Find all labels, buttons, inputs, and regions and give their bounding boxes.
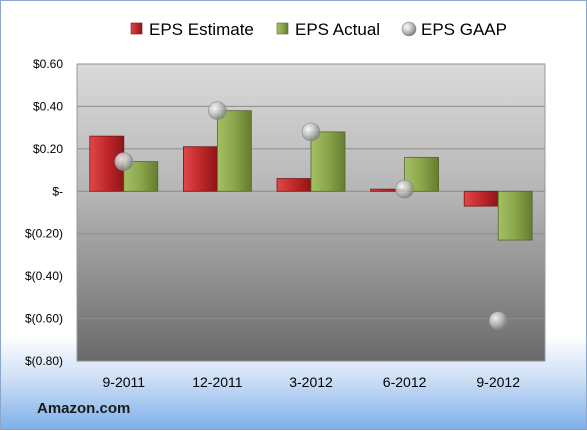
legend-label: EPS Estimate: [149, 20, 254, 39]
actual-bar: [123, 161, 159, 192]
gaap-marker: [395, 179, 414, 199]
x-tick-label: 3-2012: [289, 374, 333, 390]
y-tick-label: $0.60: [33, 57, 63, 71]
x-tick-label: 12-2011: [192, 374, 243, 390]
legend-swatch-estimate: [130, 22, 143, 35]
y-tick-label: $(0.80): [25, 354, 63, 368]
gaap-marker: [114, 152, 134, 171]
estimate-bar: [182, 146, 218, 192]
estimate-bar: [276, 178, 312, 192]
actual-bar: [497, 190, 533, 241]
y-tick-label: $-: [52, 184, 63, 198]
plot-area: [76, 63, 546, 362]
y-tick-label: $(0.40): [25, 269, 63, 283]
gaap-marker: [488, 311, 508, 330]
y-tick-label: $0.20: [33, 142, 63, 156]
legend-swatch-gaap: [401, 21, 417, 37]
estimate-bar: [463, 190, 499, 207]
legend-swatch-actual: [276, 22, 289, 35]
gaap-marker: [208, 101, 227, 120]
x-tick-label: 6-2012: [383, 374, 427, 390]
source-label: Amazon.com: [37, 400, 131, 417]
y-tick-label: $0.40: [33, 99, 63, 113]
y-tick-label: $(0.60): [25, 312, 63, 326]
actual-bar: [216, 110, 252, 192]
legend-label: EPS Actual: [295, 20, 380, 39]
gaap-marker: [301, 122, 321, 142]
actual-bar: [310, 131, 346, 192]
x-tick-label: 9-2012: [476, 374, 520, 390]
y-tick-label: $(0.20): [25, 227, 63, 241]
x-tick-label: 9-2011: [103, 374, 146, 390]
legend-label: EPS GAAP: [421, 20, 507, 39]
actual-bar: [404, 156, 440, 192]
